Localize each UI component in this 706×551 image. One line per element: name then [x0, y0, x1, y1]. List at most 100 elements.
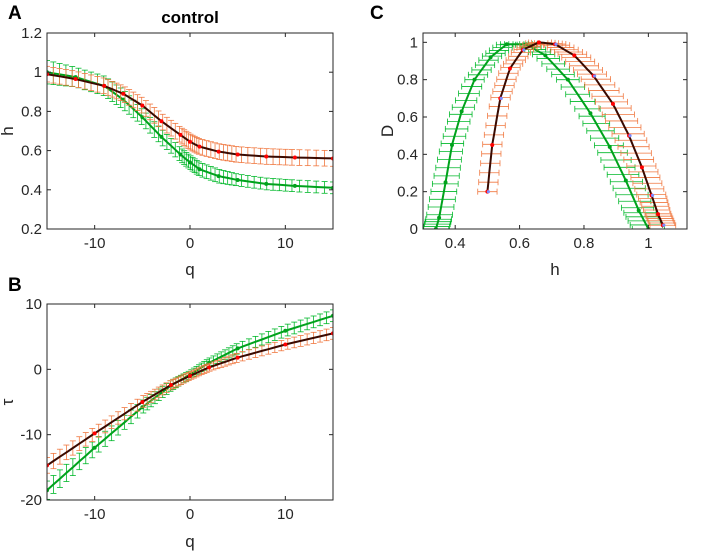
data-point-red — [264, 154, 269, 159]
data-point-green — [264, 181, 269, 186]
series-line-green — [47, 71, 333, 189]
data-point-red — [610, 101, 615, 106]
chart-title: control — [161, 8, 219, 27]
y-tick-label: 0.8 — [21, 103, 42, 120]
series-line-red — [47, 73, 333, 160]
x-tick-label: 0 — [186, 235, 194, 252]
data-point-overlay — [486, 190, 490, 194]
data-point-overlay — [593, 74, 597, 78]
panel-label: C — [370, 3, 384, 24]
x-axis-label: h — [550, 260, 559, 279]
data-point-red — [168, 383, 173, 388]
data-point-green — [159, 134, 164, 139]
data-point-red — [140, 103, 145, 108]
data-point-red — [197, 144, 202, 149]
y-tick-label: 0.8 — [397, 72, 418, 89]
x-tick-label: 0.4 — [445, 235, 466, 252]
series-line-green — [47, 314, 333, 491]
y-tick-label: 0 — [410, 221, 418, 238]
data-point-green — [472, 77, 477, 82]
x-tick-label: 10 — [277, 506, 294, 523]
data-point-red — [656, 212, 661, 217]
data-point-green — [449, 143, 454, 147]
data-point-red — [283, 342, 288, 347]
data-point-red — [536, 40, 541, 45]
axes-box-c — [422, 32, 688, 230]
y-tick-label: 0.6 — [21, 143, 42, 160]
data-point-red — [235, 355, 240, 360]
data-point-green — [565, 77, 570, 82]
data-point-overlay — [554, 42, 558, 46]
data-point-red — [121, 91, 126, 96]
y-tick-label: 0.4 — [397, 146, 418, 163]
data-point-green — [207, 360, 212, 365]
data-point-overlay — [499, 96, 503, 100]
data-point-green — [178, 152, 183, 157]
panel-c: 0.4 0.6 0.8 1 0 0.2 0.4 0.6 0.8 1 h D C — [370, 3, 688, 279]
y-tick-label: 0 — [34, 361, 42, 378]
data-point-green — [459, 109, 464, 114]
data-point-red — [216, 149, 221, 154]
series-red-a — [47, 65, 333, 167]
data-point-red — [235, 152, 240, 157]
data-point-red — [490, 143, 495, 147]
y-tick-label: 0.4 — [21, 182, 42, 199]
data-point-green — [188, 160, 192, 165]
data-point-green — [235, 346, 240, 351]
data-point-red — [102, 83, 107, 88]
x-axis-label: q — [185, 532, 194, 551]
plot-area-a — [47, 60, 333, 195]
x-tick-label: 1 — [644, 235, 652, 252]
data-point-green — [623, 178, 628, 183]
y-tick-label: 1 — [410, 34, 418, 51]
data-point-red — [73, 77, 78, 82]
x-tick-label: -10 — [84, 506, 106, 523]
y-tick-label: -10 — [20, 427, 42, 444]
y-tick-label: 10 — [25, 296, 42, 313]
data-point-overlay — [662, 223, 666, 227]
axes-box-b — [46, 303, 334, 501]
data-point-red — [639, 165, 644, 170]
series-green-c — [423, 41, 665, 229]
x-tick-label: 0.8 — [574, 235, 595, 252]
data-point-red — [207, 365, 212, 370]
data-point-green — [140, 115, 145, 120]
panel-b: -10 0 10 -20 -10 0 10 q τ B — [0, 275, 334, 551]
data-point-green — [543, 53, 548, 58]
plot-area-b — [47, 309, 333, 500]
y-axis-label: τ — [0, 398, 17, 405]
data-point-green — [636, 208, 641, 213]
data-point-red — [507, 66, 512, 71]
data-point-green — [92, 445, 97, 450]
plot-area-c — [423, 39, 677, 229]
data-point-green — [443, 180, 448, 185]
x-tick-label: -10 — [84, 235, 106, 252]
data-point-red — [188, 373, 192, 378]
y-tick-label: 1.2 — [21, 25, 42, 42]
data-point-green — [197, 167, 202, 172]
x-axis-label: q — [185, 260, 194, 279]
axes-box-a — [46, 32, 334, 230]
y-tick-label: 0.2 — [21, 221, 42, 238]
panel-label: A — [8, 3, 22, 24]
y-axis-label: D — [378, 125, 397, 137]
data-point-red — [572, 53, 577, 58]
data-point-green — [504, 42, 509, 47]
data-point-overlay — [650, 193, 655, 197]
data-point-red — [178, 132, 183, 137]
series-red-c — [477, 39, 677, 229]
data-point-green — [607, 144, 612, 149]
x-tick-label: 0 — [186, 506, 194, 523]
y-tick-label: -20 — [20, 492, 42, 509]
data-point-red — [292, 155, 297, 160]
data-point-green — [488, 55, 493, 60]
x-tick-label: 0.6 — [509, 235, 530, 252]
x-tick-label: 10 — [277, 235, 294, 252]
data-point-red — [159, 119, 164, 124]
data-point-red — [92, 431, 97, 436]
series-line-green — [434, 43, 650, 229]
y-axis-label: h — [0, 126, 17, 135]
data-point-overlay — [628, 134, 632, 138]
